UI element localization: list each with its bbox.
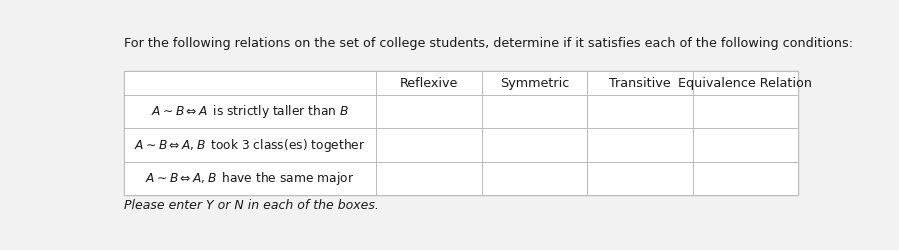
Text: Equivalence Relation: Equivalence Relation (678, 77, 813, 90)
Text: For the following relations on the set of college students, determine if it sati: For the following relations on the set o… (123, 37, 852, 50)
Bar (123, 72, 377, 96)
Text: $A \sim B \Leftrightarrow A, B\,$ have the same major: $A \sim B \Leftrightarrow A, B\,$ have t… (146, 170, 354, 186)
Bar (482, 128, 587, 162)
Text: Transitive: Transitive (609, 77, 671, 90)
Bar (692, 72, 798, 96)
Bar (692, 128, 798, 162)
Bar (587, 96, 692, 128)
Bar (587, 162, 692, 194)
Bar (377, 72, 482, 96)
Bar (587, 128, 692, 162)
Bar (123, 162, 377, 194)
Bar (482, 96, 587, 128)
Bar (482, 72, 587, 96)
Bar (692, 162, 798, 194)
Bar (123, 128, 377, 162)
Bar (377, 128, 482, 162)
Bar (123, 96, 377, 128)
Bar (587, 72, 692, 96)
Bar (377, 96, 482, 128)
Text: Please enter Y or N in each of the boxes.: Please enter Y or N in each of the boxes… (123, 199, 378, 212)
Text: $A \sim B \Leftrightarrow A\,$ is strictly taller than $B$: $A \sim B \Leftrightarrow A\,$ is strict… (151, 104, 349, 120)
Bar (377, 162, 482, 194)
Text: Symmetric: Symmetric (500, 77, 569, 90)
Bar (123, 72, 798, 194)
Text: $A \sim B \Leftrightarrow A, B\,$ took 3 class(es) together: $A \sim B \Leftrightarrow A, B\,$ took 3… (134, 136, 366, 154)
Bar (692, 96, 798, 128)
Bar (482, 162, 587, 194)
Text: Reflexive: Reflexive (400, 77, 458, 90)
